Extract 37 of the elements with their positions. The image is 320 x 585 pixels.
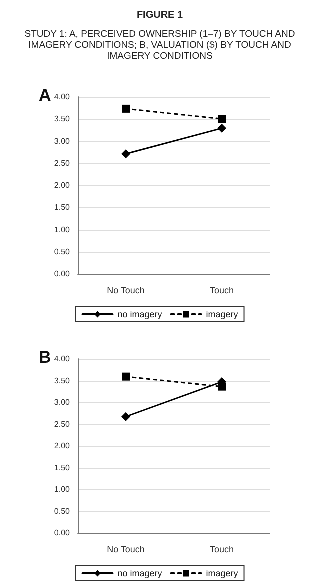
x-tick-label: No Touch xyxy=(107,544,145,554)
y-tick-label: 0.50 xyxy=(54,506,71,516)
y-tick-label: 2.50 xyxy=(54,420,71,429)
point xyxy=(122,104,130,113)
legend-label: imagery xyxy=(206,310,239,320)
y-tick-label: 2.00 xyxy=(54,442,71,450)
x-tick-label: No Touch xyxy=(107,286,145,296)
y-tick-label: 1.50 xyxy=(54,203,71,212)
point xyxy=(122,150,130,159)
y-tick-label: 1.00 xyxy=(54,485,71,494)
legend-label: imagery xyxy=(206,568,239,578)
y-tick-label: 3.50 xyxy=(54,114,71,124)
y-tick-label: 3.50 xyxy=(54,376,71,386)
text: STUDY 1: A, PERCEIVED OWNERSHIP (1–7) BY TOUCH AND IMAGERY CONDITIONS; B, VALUATION ($) BY TOUCH AND IMAGERY CONDITIONS xyxy=(24,29,296,62)
x-tick-label: Touch xyxy=(210,286,234,296)
y-tick-label: 0.00 xyxy=(54,528,71,538)
point xyxy=(218,382,226,391)
y-tick-label: 1.50 xyxy=(54,463,71,472)
chart-title: B xyxy=(39,348,52,367)
point xyxy=(218,115,226,124)
point xyxy=(218,124,226,133)
legend-label: no imagery xyxy=(118,310,163,320)
y-tick-label: 3.00 xyxy=(54,398,71,407)
y-tick-label: 4.00 xyxy=(54,92,71,102)
x-tick-label: Touch xyxy=(210,544,234,554)
y-tick-label: 3.00 xyxy=(54,136,71,146)
point xyxy=(122,372,130,381)
y-tick-label: 2.00 xyxy=(54,181,71,190)
legend-label: no imagery xyxy=(118,568,163,578)
y-tick-label: 1.00 xyxy=(54,225,71,234)
y-tick-label: 4.00 xyxy=(54,354,71,364)
y-tick-label: 2.50 xyxy=(54,158,71,168)
caption: FIGURE 1 xyxy=(136,10,184,21)
chart-title: A xyxy=(39,86,52,105)
y-tick-label: 0.00 xyxy=(54,270,71,278)
point xyxy=(122,412,130,422)
y-tick-label: 0.50 xyxy=(54,247,71,256)
